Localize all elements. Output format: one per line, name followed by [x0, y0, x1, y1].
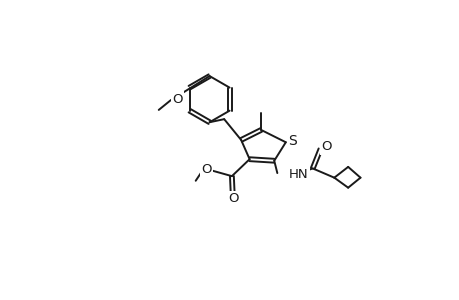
Text: HN: HN [288, 168, 308, 181]
Text: O: O [228, 192, 238, 205]
Text: O: O [321, 140, 331, 153]
Text: O: O [172, 93, 182, 106]
Text: S: S [288, 134, 297, 148]
Text: O: O [201, 164, 211, 176]
